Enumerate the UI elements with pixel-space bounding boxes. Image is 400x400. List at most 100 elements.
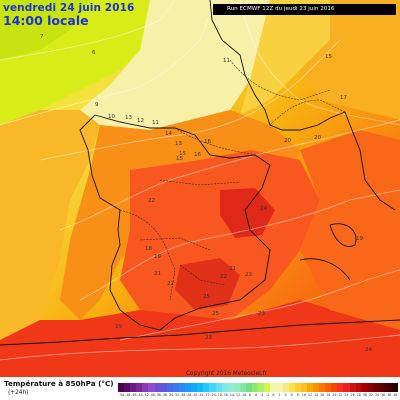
temp-label: 10 — [108, 114, 115, 120]
scale-tick-label: 10 — [301, 393, 306, 397]
scale-tick-label: -10 — [239, 393, 247, 397]
temp-label: 17 — [340, 95, 347, 101]
scale-tick-label: 14 — [313, 393, 319, 397]
scale-tick-label: -34 — [166, 393, 174, 397]
scale-tick-label: 24 — [344, 393, 349, 397]
scale-tick-label: -44 — [136, 393, 143, 397]
scale-swatch — [343, 383, 350, 392]
temp-label: 21 — [229, 266, 236, 272]
scale-tick-label: 12 — [307, 393, 313, 397]
scale-swatch — [178, 383, 186, 392]
temp-label: 19 — [115, 324, 122, 330]
scale-tick-label: 38 — [387, 393, 392, 397]
temp-label: 24 — [260, 206, 267, 212]
pale-zone-north — [80, 0, 270, 130]
scale-swatch — [166, 383, 173, 392]
scale-tick-label: -46 — [130, 393, 137, 397]
forecast-time: 14:00 locale — [3, 13, 89, 28]
scale-tick-label: 8 — [296, 393, 299, 397]
scale-swatch — [361, 383, 368, 392]
scale-tick-label: -12 — [233, 393, 241, 397]
scale-tick-label: 40 — [393, 393, 398, 397]
scale-swatch — [215, 383, 222, 392]
scale-swatch — [349, 383, 356, 392]
legend-title: Température à 850hPa (°C) — [4, 379, 114, 388]
warm-zone-northeast — [300, 0, 400, 120]
scale-tick-label: 0 — [272, 393, 275, 397]
scale-swatch — [209, 383, 216, 392]
scale-swatch — [380, 383, 387, 392]
isotherm-lines — [0, 0, 400, 360]
scale-swatch — [136, 383, 143, 392]
temp-label: 9 — [95, 102, 99, 108]
scale-swatch — [313, 383, 320, 392]
scale-tick-label: -42 — [142, 393, 149, 397]
scale-swatch — [306, 383, 313, 392]
scale-tick-label: 2 — [278, 393, 281, 397]
temp-label: 15 — [176, 156, 183, 162]
scale-tick-label: -36 — [160, 393, 167, 397]
color-scale-bar — [118, 383, 399, 392]
warm-zone-west — [0, 110, 100, 340]
scale-tick-label: -28 — [185, 393, 192, 397]
cool-zone-far-northwest — [0, 0, 90, 60]
scale-swatch — [264, 383, 271, 392]
scale-tick-label: -4 — [259, 393, 264, 397]
scale-swatch — [148, 383, 155, 392]
temp-label: 13 — [125, 115, 132, 121]
temp-label: 11 — [223, 58, 230, 64]
scale-swatch — [373, 383, 381, 392]
temp-label: 18 — [145, 246, 152, 252]
scale-tick-label: 30 — [362, 393, 367, 397]
scale-tick-label: -40 — [148, 393, 155, 397]
scale-swatch — [392, 383, 399, 392]
scale-swatch — [245, 383, 253, 392]
scale-swatch — [294, 383, 301, 392]
scale-swatch — [233, 383, 240, 392]
scale-tick-label: -38 — [154, 393, 161, 397]
temperature-labels: 7 6 11 15 17 9 10 13 12 11 14 13 15 15 1… — [40, 34, 372, 353]
temp-label: 16 — [194, 152, 201, 158]
scale-tick-label: 28 — [356, 393, 361, 397]
scale-swatch — [160, 383, 167, 392]
scale-swatch — [154, 383, 161, 392]
scale-swatch — [118, 383, 125, 392]
temp-label: 23 — [245, 272, 252, 278]
temp-label: 16 — [204, 139, 211, 145]
scale-tick-label: 16 — [320, 393, 325, 397]
scale-swatch — [270, 383, 277, 392]
scale-swatch — [258, 383, 265, 392]
scale-tick-label: -50 — [118, 393, 125, 397]
scale-swatch — [130, 383, 137, 392]
temp-label: 12 — [137, 118, 144, 124]
scale-tick-label: -8 — [246, 393, 252, 397]
scale-swatch — [319, 383, 326, 392]
scale-tick-label: 6 — [290, 393, 293, 397]
temp-label: 15 — [325, 54, 332, 60]
temp-label: 22 — [148, 198, 155, 204]
scale-tick-label: -2 — [265, 393, 270, 397]
temp-label: 11 — [152, 120, 159, 126]
scale-tick-label: 26 — [350, 393, 355, 397]
scale-tick-label: 4 — [284, 393, 287, 397]
temp-label: 25 — [212, 311, 219, 317]
scale-swatch — [185, 383, 192, 392]
temp-label: 23 — [258, 311, 265, 317]
scale-tick-label: -18 — [215, 393, 222, 397]
model-run-info: Run ECMWF 12Z du jeudi 23 juin 2016 — [213, 4, 396, 15]
scale-tick-label: 34 — [374, 393, 380, 397]
scale-tick-label: -6 — [253, 393, 258, 397]
scale-swatch — [239, 383, 246, 392]
scale-swatch — [172, 383, 179, 392]
scale-swatch — [386, 383, 393, 392]
scale-tick-label: 36 — [380, 393, 386, 397]
scale-tick-label: -30 — [178, 393, 186, 397]
temp-label: 24 — [365, 347, 372, 353]
scale-swatch — [282, 383, 289, 392]
hot-zone-east-sea — [300, 130, 400, 330]
scale-swatch — [337, 383, 344, 392]
scale-tick-label: -20 — [209, 393, 216, 397]
temp-label: 23 — [205, 335, 212, 341]
copyright-notice: Copyright 2016 Meteociel.fr — [186, 371, 267, 377]
